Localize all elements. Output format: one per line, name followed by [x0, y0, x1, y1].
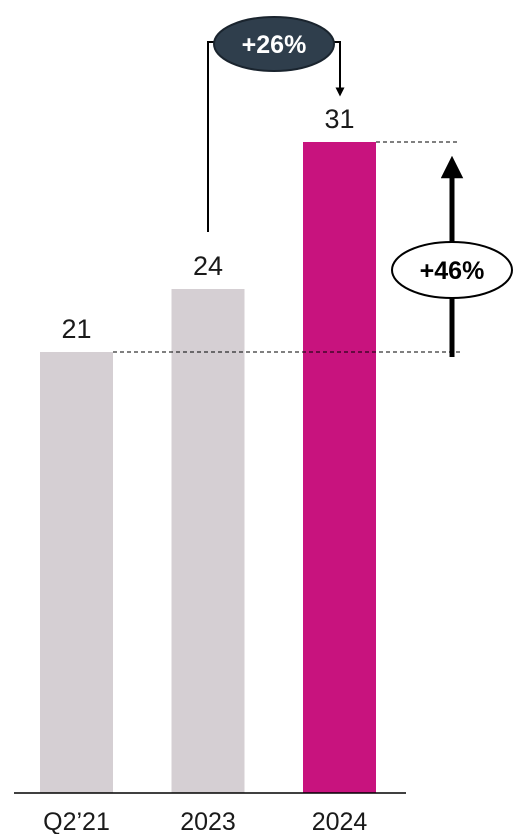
- growth-annotation-26: +26%: [207, 16, 345, 232]
- value-label-1: 24: [193, 251, 223, 281]
- bar-1: [171, 289, 245, 793]
- growth-badge-46-text: +46%: [420, 257, 485, 285]
- reference-lines: [113, 141, 460, 353]
- growth-badge-26: [213, 16, 335, 72]
- value-label-0: 21: [61, 314, 91, 344]
- growth-badge-26-text: +26%: [242, 31, 307, 59]
- bars-layer: [40, 142, 376, 793]
- growth-badge-46: [391, 241, 513, 299]
- bar-0: [40, 352, 113, 793]
- category-label-0: Q2’21: [43, 808, 110, 834]
- labels-layer: 21 Q2’21 24 2023 31 2024: [43, 104, 367, 834]
- growth-annotation-46: +46%: [391, 155, 513, 357]
- value-label-2: 31: [324, 104, 354, 134]
- bar-2: [303, 142, 376, 793]
- category-label-2: 2024: [312, 808, 368, 834]
- category-label-1: 2023: [180, 808, 236, 834]
